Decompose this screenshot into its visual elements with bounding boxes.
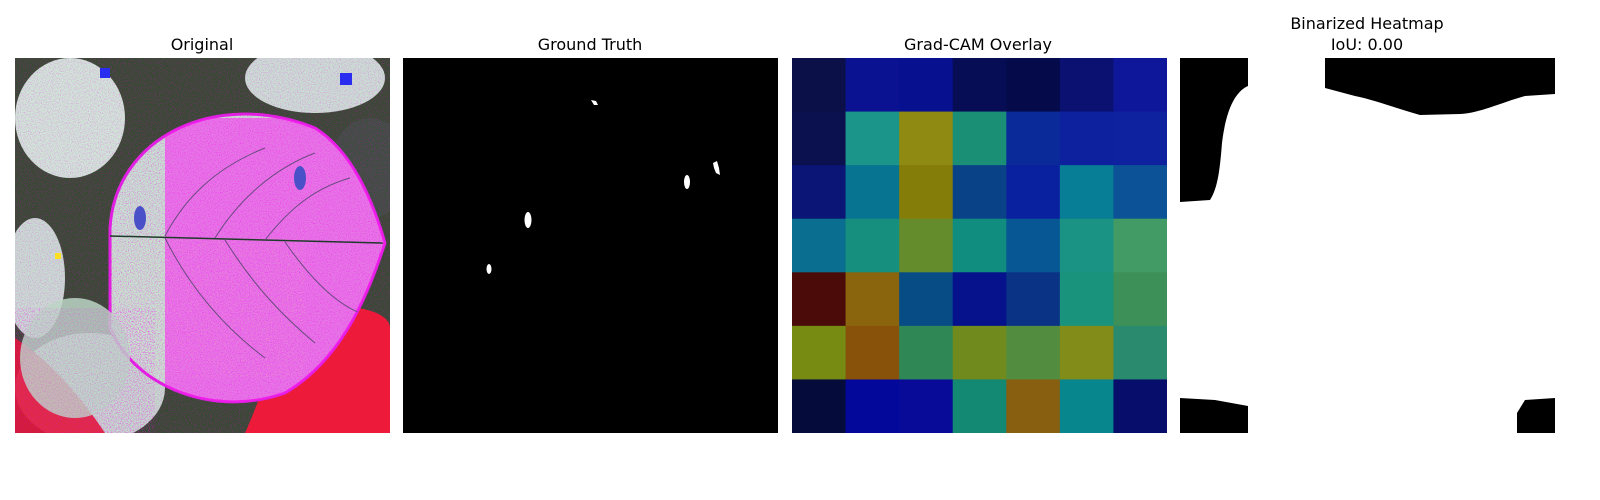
original-image	[15, 58, 390, 433]
gradcam-cell	[1113, 112, 1167, 166]
panel-title-original: Original	[12, 34, 392, 55]
gradcam-cell	[899, 112, 953, 166]
gradcam-cell	[899, 219, 953, 273]
gradcam-cell	[846, 219, 900, 273]
gradcam-cell	[792, 379, 846, 433]
panel-title-binarized: Binarized Heatmap	[1177, 13, 1557, 34]
gradcam-cell	[1006, 112, 1060, 166]
gradcam-cell	[792, 112, 846, 166]
gradcam-cell	[1060, 219, 1114, 273]
gradcam-cell	[953, 379, 1007, 433]
gradcam-cell	[1060, 272, 1114, 326]
gradcam-cell	[846, 112, 900, 166]
gradcam-cell	[1006, 326, 1060, 380]
gradcam-cell	[1006, 58, 1060, 112]
gradcam-cell	[953, 326, 1007, 380]
gradcam-cell	[953, 112, 1007, 166]
gradcam-cell	[1113, 272, 1167, 326]
gradcam-cell	[1060, 112, 1114, 166]
gradcam-cell	[1060, 326, 1114, 380]
panel-title-gradcam: Grad-CAM Overlay	[788, 34, 1168, 55]
gradcam-cell	[846, 379, 900, 433]
gradcam-cell	[792, 58, 846, 112]
gradcam-cell	[899, 326, 953, 380]
gradcam-cell	[1113, 379, 1167, 433]
gradcam-cell	[792, 219, 846, 273]
gradcam-cell	[846, 165, 900, 219]
gradcam-cell	[792, 272, 846, 326]
gradcam-cell	[1113, 219, 1167, 273]
gradcam-cell	[792, 165, 846, 219]
panel-title-ground-truth: Ground Truth	[400, 34, 780, 55]
gradcam-cell	[953, 58, 1007, 112]
binarized-heatmap	[1180, 58, 1555, 433]
gradcam-cell	[1006, 379, 1060, 433]
gradcam-cell	[953, 272, 1007, 326]
gradcam-cell	[1006, 272, 1060, 326]
ground-truth-mask	[403, 58, 778, 433]
gradcam-cell	[1113, 165, 1167, 219]
gradcam-cell	[953, 165, 1007, 219]
gradcam-cell	[1006, 165, 1060, 219]
gradcam-cell	[1060, 165, 1114, 219]
gradcam-cell	[846, 58, 900, 112]
gradcam-cell	[846, 272, 900, 326]
gradcam-cell	[899, 272, 953, 326]
gradcam-cell	[1113, 58, 1167, 112]
gradcam-cell	[1006, 219, 1060, 273]
gradcam-cell	[792, 326, 846, 380]
gradcam-cell	[1113, 326, 1167, 380]
gradcam-cell	[1060, 58, 1114, 112]
gradcam-cell	[899, 379, 953, 433]
gradcam-cell	[846, 326, 900, 380]
gradcam-cell	[1060, 379, 1114, 433]
gradcam-cell	[899, 58, 953, 112]
gradcam-overlay	[792, 58, 1167, 433]
gradcam-cell	[899, 165, 953, 219]
iou-label: IoU: 0.00	[1177, 34, 1557, 55]
gradcam-cell	[953, 219, 1007, 273]
